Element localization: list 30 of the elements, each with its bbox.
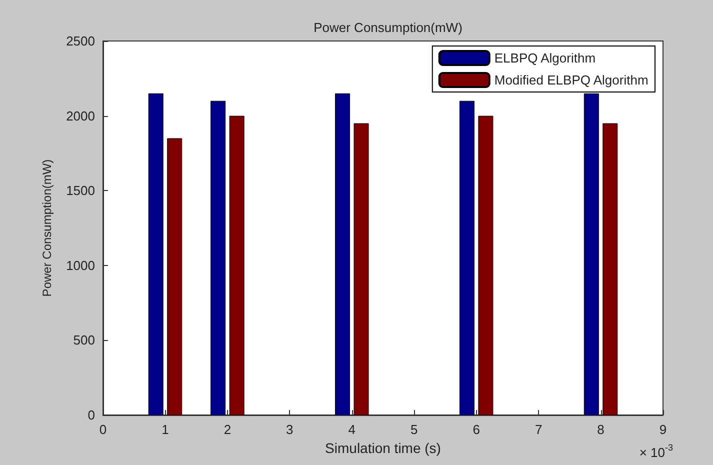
- x-tick-label: 8: [597, 422, 604, 437]
- bar: [210, 100, 226, 415]
- legend-label: ELBPQ Algorithm: [494, 50, 596, 66]
- y-tick-label: 500: [73, 332, 95, 348]
- bar: [335, 93, 350, 415]
- bar: [167, 138, 182, 415]
- y-tick-label: 2500: [66, 34, 95, 48]
- bar: [354, 123, 369, 415]
- bar: [602, 123, 618, 415]
- x-tick-label: 5: [410, 422, 418, 437]
- x-axis-title: Simulation time (s): [325, 440, 441, 456]
- legend-label: Modified ELBPQ Algorithm: [494, 72, 648, 88]
- x-tick-label: 4: [348, 422, 356, 437]
- x-tick-label: 2: [224, 422, 232, 437]
- x-tick-label: 0: [99, 422, 107, 437]
- bar: [459, 100, 474, 415]
- y-axis-title: Power Consumption(mW): [40, 159, 54, 297]
- bar: [478, 116, 494, 415]
- x-tick-label: 9: [659, 422, 667, 437]
- y-tick-label: 2000: [66, 108, 95, 124]
- x-tick-label: 6: [472, 422, 480, 437]
- chart-title: Power Consumption(mW): [314, 20, 462, 35]
- x-tick-label: 3: [286, 422, 294, 437]
- x-tick-label: 1: [162, 422, 169, 437]
- bar: [148, 93, 164, 415]
- y-tick-label: 1500: [66, 183, 95, 198]
- y-tick-label: 1000: [66, 258, 95, 273]
- bar: [229, 116, 244, 415]
- y-tick-label: 0: [88, 408, 95, 422]
- x-tick-label: 7: [534, 422, 542, 437]
